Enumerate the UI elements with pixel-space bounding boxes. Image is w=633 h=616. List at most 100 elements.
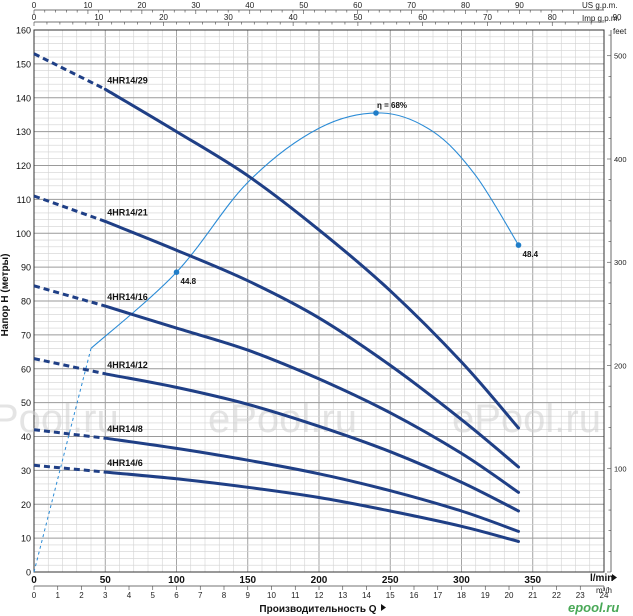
x-axis-arrow-icon — [381, 604, 386, 611]
pump-curve-4hr14-12: 4HR14/12 — [33, 357, 520, 513]
efficiency-point-label: 48.4 — [523, 250, 539, 259]
imp-gpm-tick-label: 0 — [32, 13, 37, 22]
m3h-tick-label: 20 — [505, 591, 514, 600]
m3h-tick-label: 7 — [198, 591, 203, 600]
pump-curve-4hr14-29: 4HR14/29 — [33, 52, 520, 430]
pump-curve-label: 4HR14/6 — [107, 458, 143, 468]
imp-gpm-tick-label: 80 — [548, 13, 557, 22]
pump-curve-dashed — [33, 357, 106, 376]
m3h-tick-label: 11 — [291, 591, 300, 600]
axes — [33, 9, 612, 590]
pump-curve-solid — [103, 87, 520, 430]
efficiency-curve-dashed — [33, 348, 92, 573]
watermark-text: ePool.ru — [452, 397, 601, 441]
efficiency-peak-label: η = 68% — [377, 101, 407, 110]
imp-gpm-label: Imp g.p.m. — [582, 14, 620, 23]
feet-tick-label: 500 — [614, 52, 627, 61]
m3h-tick-label: 4 — [127, 591, 132, 600]
imp-gpm-tick-label: 20 — [159, 13, 168, 22]
y-tick-label: 20 — [21, 500, 31, 510]
pump-curve-label: 4HR14/8 — [107, 424, 143, 434]
x-tick-label: 250 — [382, 575, 399, 586]
us-gpm-tick-label: 80 — [461, 1, 470, 10]
y-tick-label: 100 — [16, 229, 31, 239]
x-unit-arrow-icon — [612, 574, 617, 581]
m3h-tick-label: 16 — [410, 591, 419, 600]
imp-gpm-tick-label: 90 — [613, 13, 622, 22]
y-tick-label: 70 — [21, 330, 31, 340]
feet-tick-label: 400 — [614, 155, 627, 164]
imp-gpm-tick-label: 30 — [224, 13, 233, 22]
y-tick-label: 160 — [16, 26, 31, 36]
m3h-tick-label: 24 — [600, 591, 609, 600]
pump-curves: 4HR14/29 4HR14/21 4HR14/16 4HR14/12 4HR14/8 4… — [33, 52, 520, 543]
imp-gpm-tick-label: 60 — [418, 13, 427, 22]
pump-curve-dashed — [33, 52, 106, 91]
x-tick-label: 350 — [524, 575, 541, 586]
x-tick-label: 300 — [453, 575, 470, 586]
pump-curve-4hr14-21: 4HR14/21 — [33, 194, 520, 469]
y-tick-label: 60 — [21, 364, 31, 374]
us-gpm-label: US g.p.m. — [582, 1, 618, 10]
us-gpm-tick-label: 70 — [407, 1, 416, 10]
x-tick-label: 200 — [311, 575, 328, 586]
us-gpm-tick-label: 40 — [245, 1, 254, 10]
m3h-tick-label: 14 — [362, 591, 371, 600]
imp-gpm-tick-label: 50 — [353, 13, 362, 22]
watermark-text: ePool.ru — [208, 397, 357, 441]
y-tick-label: 110 — [17, 195, 31, 205]
y-tick-label: 130 — [16, 127, 31, 137]
m3h-tick-label: 10 — [267, 591, 276, 600]
m3h-tick-label: 6 — [174, 591, 179, 600]
efficiency-point — [373, 110, 379, 116]
tick-labels: 0 10 20 30 40 50 60 70 80 900 10 20 30 40 50 60 70 80 900 1… — [16, 1, 627, 600]
m3h-tick-label: 15 — [386, 591, 395, 600]
y-tick-label: 150 — [16, 59, 31, 69]
us-gpm-tick-label: 90 — [515, 1, 524, 10]
pump-curve-solid — [103, 304, 520, 494]
logo: epool.ru — [568, 600, 619, 615]
us-gpm-tick-label: 10 — [83, 1, 92, 10]
feet-tick-label: 200 — [614, 361, 627, 370]
plot-frame — [33, 29, 605, 573]
m3h-tick-label: 5 — [151, 591, 156, 600]
pump-curve-label: 4HR14/21 — [107, 207, 148, 217]
feet-tick-label: 100 — [614, 465, 627, 474]
y-tick-label: 90 — [21, 263, 31, 273]
pump-curve-dashed — [33, 194, 106, 223]
m3h-tick-label: 9 — [246, 591, 251, 600]
pump-curve-solid — [103, 436, 520, 533]
x-unit-lmin: l/min — [590, 573, 613, 584]
pump-curve-dashed — [33, 284, 106, 308]
x-tick-label: 100 — [168, 575, 185, 586]
x-tick-label: 50 — [100, 575, 112, 586]
imp-gpm-tick-label: 40 — [289, 13, 298, 22]
m3h-tick-label: 8 — [222, 591, 227, 600]
m3h-tick-label: 2 — [79, 591, 84, 600]
pump-curve-4hr14-16: 4HR14/16 — [33, 284, 520, 494]
efficiency-curve: 44.8 48.4 η = 68% — [33, 101, 539, 573]
y-tick-label: 40 — [21, 432, 31, 442]
us-gpm-tick-label: 60 — [353, 1, 362, 10]
y-tick-label: 80 — [21, 297, 31, 307]
y-tick-label: 10 — [21, 534, 31, 544]
y-tick-label: 0 — [26, 568, 31, 578]
m3h-tick-label: 12 — [315, 591, 324, 600]
pump-curve-solid — [103, 470, 520, 543]
pump-curve-dashed — [33, 428, 106, 440]
pump-curve-dashed — [33, 463, 106, 474]
y-tick-label: 30 — [21, 466, 31, 476]
x-tick-label: 0 — [31, 575, 37, 586]
pump-curve-4hr14-8: 4HR14/8 — [33, 424, 520, 533]
us-gpm-tick-label: 30 — [191, 1, 200, 10]
y-axis-label: Напор H (метры) — [0, 254, 11, 337]
x-axis-label: Производительность Q — [259, 604, 376, 615]
m3h-tick-label: 19 — [481, 591, 490, 600]
pump-curve-solid — [103, 372, 520, 513]
m3h-tick-label: 1 — [56, 591, 61, 600]
x-tick-label: 150 — [239, 575, 256, 586]
pump-curve-4hr14-6: 4HR14/6 — [33, 458, 520, 543]
feet-label: feet — [613, 27, 627, 36]
efficiency-point — [173, 269, 180, 276]
